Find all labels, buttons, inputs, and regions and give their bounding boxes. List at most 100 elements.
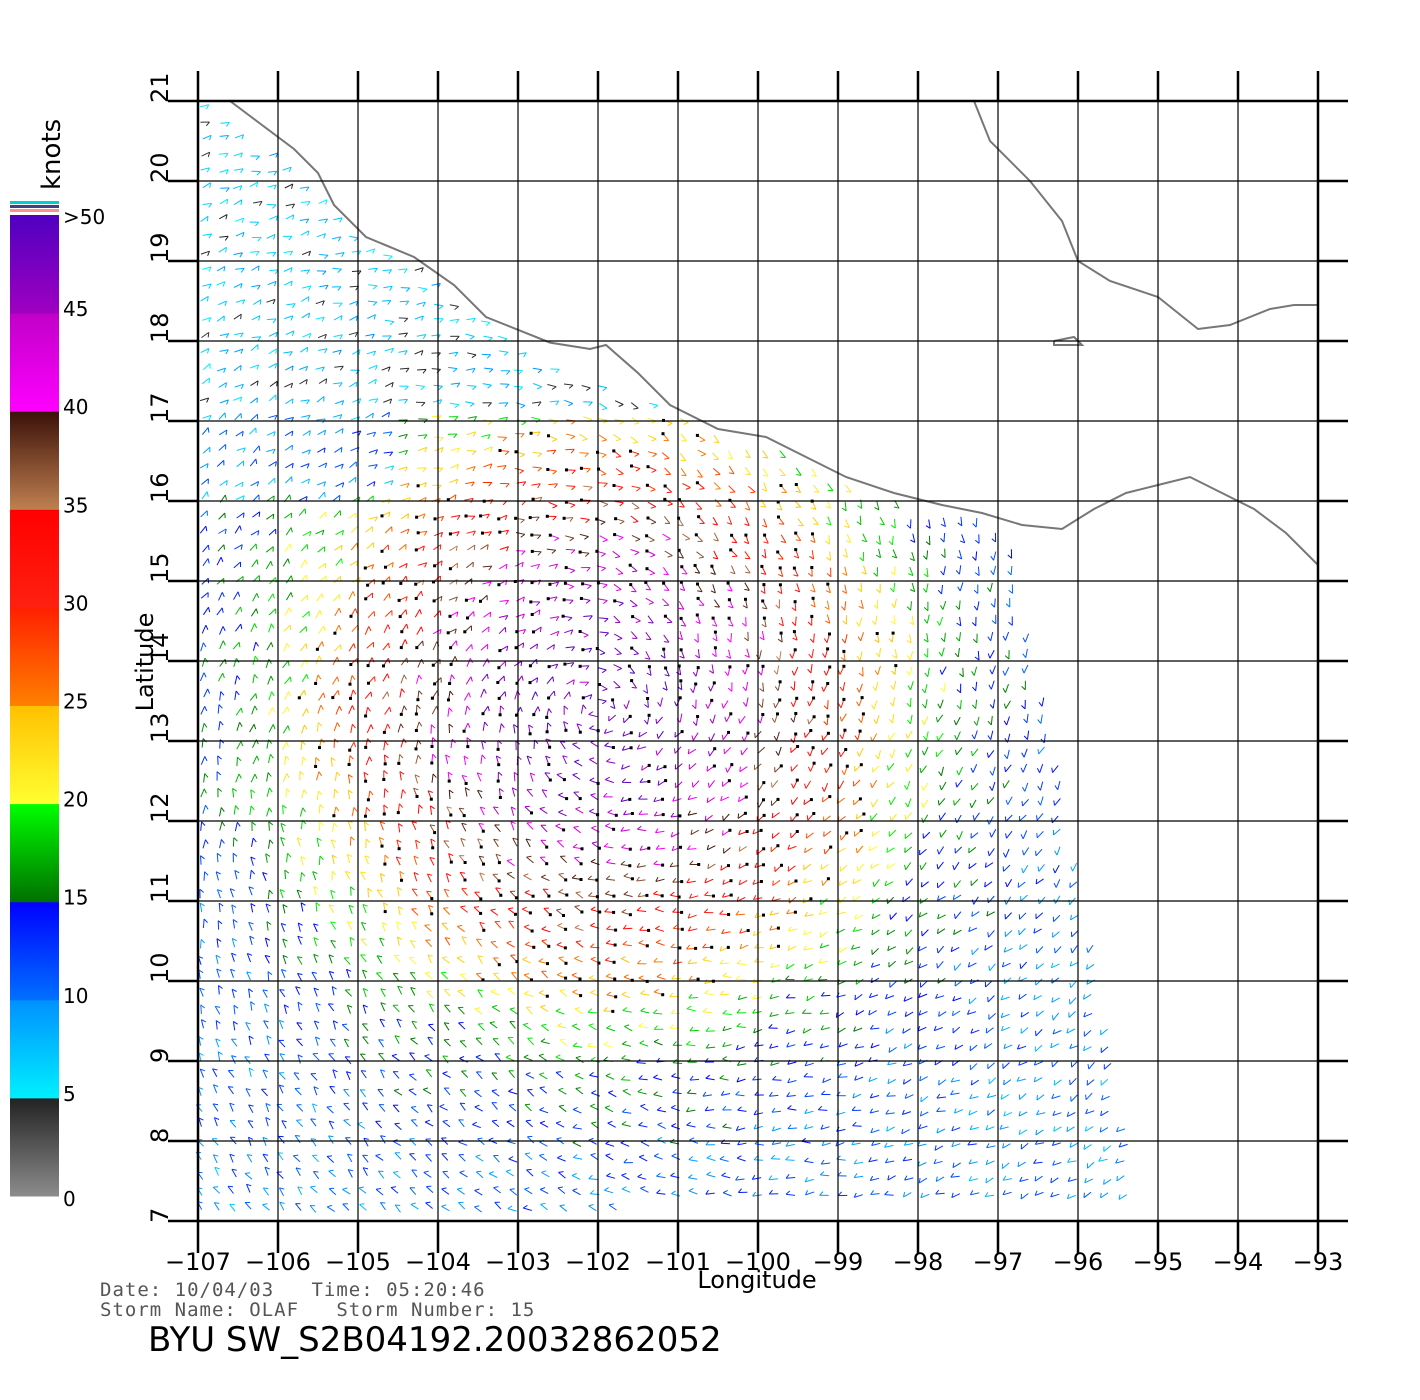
wind-barb <box>761 488 767 492</box>
wind-barb <box>401 688 405 693</box>
wind-vector <box>803 1028 812 1034</box>
wind-vector <box>904 832 913 839</box>
rain-flag <box>678 946 682 950</box>
wind-vector <box>251 837 254 847</box>
wind-vector <box>546 548 556 551</box>
wind-vector <box>249 805 252 815</box>
rain-flag <box>729 879 733 883</box>
wind-vector <box>379 937 384 947</box>
wind-barb <box>270 561 273 567</box>
wind-vector <box>689 895 699 899</box>
wind-vector <box>977 566 980 576</box>
wind-barb <box>221 592 225 598</box>
wind-vector <box>333 575 341 584</box>
wind-vector <box>203 363 211 371</box>
wind-barb <box>669 1024 674 1029</box>
wind-barb <box>705 926 710 931</box>
wind-barb <box>752 994 756 1000</box>
wind-vector <box>1026 713 1029 723</box>
wind-vector <box>606 1027 616 1032</box>
wind-vector <box>301 296 310 302</box>
wind-barb <box>924 672 929 678</box>
wind-vector <box>813 484 820 493</box>
wind-barb <box>485 322 491 326</box>
rain-flag <box>611 698 615 702</box>
wind-vector <box>739 880 748 886</box>
rain-flag <box>414 729 418 732</box>
wind-vector <box>283 280 293 286</box>
wind-barb <box>588 486 593 491</box>
wind-barb <box>1000 1012 1004 1018</box>
wind-vector <box>1035 1044 1043 1052</box>
rain-flag <box>547 763 551 766</box>
wind-vector <box>927 667 930 677</box>
wind-vector <box>664 681 668 691</box>
wind-barb <box>519 470 524 474</box>
wind-vector <box>427 954 432 964</box>
wind-barb <box>290 592 293 598</box>
wind-vector <box>622 1043 632 1047</box>
wind-barb <box>610 705 616 710</box>
wind-barb <box>397 886 403 891</box>
wind-barb <box>936 620 941 626</box>
wind-barb <box>330 757 336 761</box>
wind-vector <box>1052 1060 1059 1068</box>
rain-flag <box>564 728 568 732</box>
wind-barb <box>621 956 626 960</box>
wind-vector <box>615 468 624 475</box>
wind-barb <box>809 555 814 560</box>
wind-barb <box>702 943 707 949</box>
wind-barb <box>451 674 455 680</box>
wind-barb <box>379 837 385 841</box>
wind-vector <box>739 944 749 950</box>
wind-barb <box>989 786 993 791</box>
wind-vector <box>771 812 780 819</box>
wind-barb <box>240 152 243 158</box>
wind-barb <box>709 670 714 674</box>
wind-vector <box>429 857 435 866</box>
wind-barb <box>282 938 288 942</box>
wind-barb <box>762 524 767 528</box>
wind-vector <box>199 397 209 402</box>
rain-flag <box>547 894 551 898</box>
wind-vector <box>201 624 207 634</box>
wind-barb <box>726 522 732 525</box>
wind-vector <box>1025 648 1028 658</box>
wind-vector <box>215 871 219 881</box>
wind-vector <box>250 344 259 351</box>
rain-flag <box>894 664 898 668</box>
wind-vector <box>745 517 750 526</box>
wind-barb <box>545 738 551 741</box>
wind-barb <box>297 956 303 959</box>
rain-flag <box>532 630 535 634</box>
wind-barb <box>955 749 957 755</box>
wind-vector <box>622 1010 632 1013</box>
rain-flag <box>314 765 318 768</box>
rain-flag <box>462 729 466 733</box>
wind-barb <box>1033 928 1036 934</box>
wind-vector <box>285 592 292 601</box>
wind-vector <box>687 848 697 850</box>
wind-vector <box>588 714 598 718</box>
wind-barb <box>365 838 371 843</box>
wind-vector <box>448 789 451 800</box>
rain-flag <box>479 514 483 518</box>
wind-vector <box>728 649 732 659</box>
wind-vector <box>335 482 344 487</box>
wind-vector <box>844 566 848 576</box>
wind-vector <box>846 534 852 543</box>
wind-vector <box>266 807 270 817</box>
wind-barb <box>427 1036 433 1039</box>
wind-barb <box>987 636 992 642</box>
wind-vector <box>970 832 979 839</box>
wind-vector <box>887 762 895 771</box>
wind-vector <box>991 665 996 675</box>
wind-barb <box>342 1023 348 1026</box>
wind-barb <box>504 402 509 408</box>
wind-barb <box>374 267 378 273</box>
rain-flag <box>727 598 731 602</box>
wind-vector <box>1054 798 1061 806</box>
wind-barb <box>456 956 463 959</box>
wind-barb <box>420 590 423 597</box>
wind-vector <box>285 365 294 371</box>
